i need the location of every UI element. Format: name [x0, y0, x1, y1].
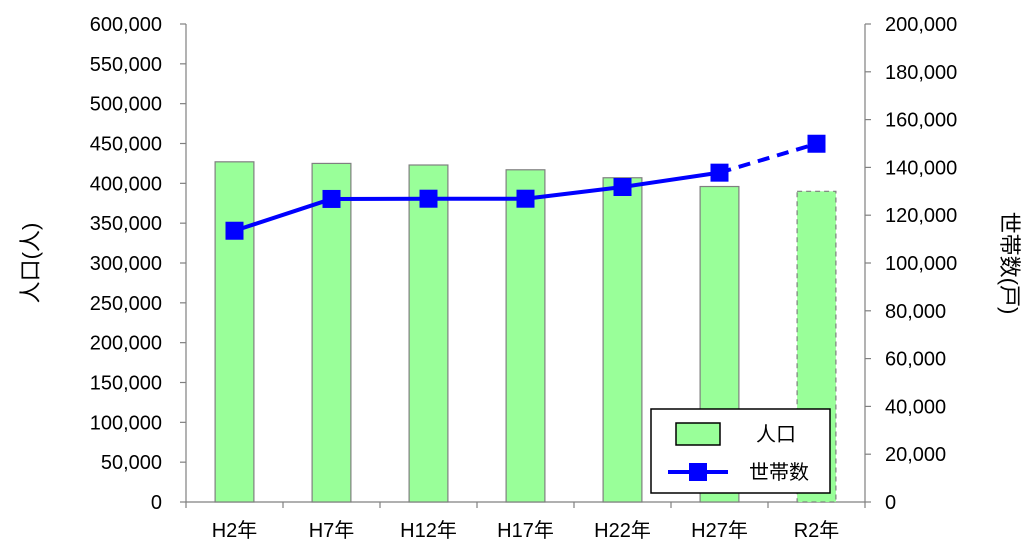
- y-tick-label: 300,000: [90, 253, 162, 275]
- y-tick-label: 50,000: [101, 452, 162, 474]
- point-households: [322, 189, 341, 208]
- y-tick-label: 400,000: [90, 173, 162, 195]
- x-tick-label: H2年: [212, 519, 258, 542]
- y2-tick-label: 60,000: [885, 349, 946, 371]
- y-tick-label: 0: [151, 492, 162, 514]
- bar-population: [602, 177, 643, 503]
- line-layer: [225, 134, 826, 240]
- y-tick-label: 200,000: [90, 333, 162, 355]
- y-tick-label: 100,000: [90, 412, 162, 434]
- x-tick-label: H7年: [309, 519, 355, 542]
- y2-tick-label: 40,000: [885, 396, 946, 418]
- x-tick-label: R2年: [794, 519, 840, 542]
- point-households: [710, 163, 729, 182]
- y-tick-label: 450,000: [90, 134, 162, 156]
- bar-population: [214, 161, 255, 503]
- x-tick-label: H27年: [691, 519, 748, 542]
- point-households: [419, 189, 438, 208]
- y2-tick-label: 140,000: [885, 157, 957, 179]
- x-tick-label: H17年: [497, 519, 554, 542]
- bar-population: [311, 162, 352, 503]
- y-tick-label: 150,000: [90, 373, 162, 395]
- y2-tick-label: 20,000: [885, 444, 946, 466]
- y2-tick-label: 180,000: [885, 62, 957, 84]
- y2-tick-label: 160,000: [885, 110, 957, 132]
- bar-population: [408, 164, 449, 503]
- point-households: [516, 189, 535, 208]
- x-tick-label: H22年: [594, 519, 651, 542]
- line-households: [233, 170, 720, 233]
- y2-axis-title: 世帯数(戸): [997, 212, 1022, 315]
- bars-layer: [214, 161, 837, 503]
- legend: 人口 世帯数: [650, 408, 831, 494]
- legend-swatch-population: [675, 422, 721, 446]
- y2-tick-label: 120,000: [885, 205, 957, 227]
- y2-tick-label: 100,000: [885, 253, 957, 275]
- bar-population: [505, 169, 546, 503]
- point-households: [613, 177, 632, 196]
- y-tick-label: 250,000: [90, 293, 162, 315]
- y-tick-label: 500,000: [90, 94, 162, 116]
- y-tick-label: 350,000: [90, 213, 162, 235]
- legend-label-population: 人口: [756, 423, 796, 446]
- legend-label-households: 世帯数: [749, 461, 809, 484]
- labels-layer: 0 50,000 100,000 150,000 200,000 250,000 300,0…: [90, 14, 958, 542]
- legend-marker-households: [689, 463, 707, 481]
- point-households: [225, 221, 244, 240]
- y2-tick-label: 200,000: [885, 14, 957, 36]
- y-axis-title: 人口(人): [18, 223, 43, 304]
- line-households-estimate: [718, 141, 818, 175]
- y2-tick-label: 80,000: [885, 301, 946, 323]
- point-households: [807, 134, 826, 153]
- y2-tick-label: 0: [885, 492, 896, 514]
- y-tick-label: 550,000: [90, 54, 162, 76]
- x-tick-label: H12年: [400, 519, 457, 542]
- y-tick-label: 600,000: [90, 14, 162, 36]
